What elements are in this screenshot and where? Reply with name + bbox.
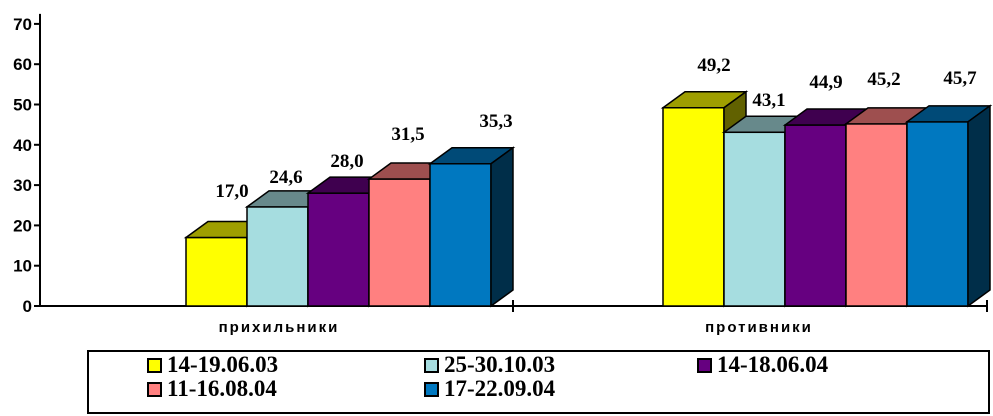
bar-chart: 0 10 20 30 40 50 60 70 прихильники противники 17,0… (13, 13, 993, 336)
y-tick-label: 40 (13, 136, 32, 155)
bar-side (490, 146, 514, 308)
legend-label: 25-30.10.03 (444, 352, 556, 377)
bar (246, 206, 309, 307)
data-label: 43,1 (752, 90, 785, 111)
legend-label: 14-19.06.03 (167, 352, 279, 377)
bar (368, 178, 431, 307)
y-tick-label: 0 (23, 297, 32, 316)
bar (662, 106, 725, 307)
legend-item: 14-18.06.04 (697, 353, 828, 377)
legend: 14-19.06.03 25-30.10.03 14-18.06.04 11-16.0… (87, 350, 990, 414)
bar (784, 124, 847, 307)
data-label: 17,0 (215, 181, 248, 202)
legend-item: 25-30.10.03 (424, 353, 555, 377)
x-category-label: противники (705, 319, 813, 336)
y-tick-label: 50 (13, 96, 32, 115)
legend-item: 11-16.08.04 (147, 377, 277, 401)
bar (906, 121, 969, 307)
data-label: 45,2 (867, 69, 900, 90)
legend-label: 14-18.06.04 (717, 352, 829, 377)
data-label: 45,7 (943, 68, 977, 89)
legend-item: 17-22.09.04 (424, 377, 555, 401)
x-category-label: прихильники (219, 319, 340, 336)
bar-side (967, 104, 991, 308)
bar (307, 192, 370, 307)
legend-swatch (697, 357, 712, 373)
bar (723, 131, 786, 307)
legend-swatch (424, 357, 439, 373)
legend-label: 17-22.09.04 (444, 376, 556, 401)
y-tick-label: 60 (13, 55, 32, 74)
data-label: 24,6 (269, 167, 302, 188)
bar (429, 162, 492, 307)
bar (845, 123, 908, 307)
data-label: 44,9 (809, 72, 842, 93)
legend-swatch (147, 357, 162, 373)
y-tick-label: 30 (13, 176, 32, 195)
bar (185, 236, 248, 307)
legend-swatch (424, 381, 439, 397)
data-label: 28,0 (330, 151, 363, 172)
y-tick-label: 70 (13, 15, 32, 34)
legend-label: 11-16.08.04 (167, 376, 277, 401)
legend-swatch (147, 381, 162, 397)
data-label: 35,3 (479, 111, 512, 132)
y-tick-label: 20 (13, 216, 32, 235)
data-label: 31,5 (391, 124, 424, 145)
legend-item: 14-19.06.03 (147, 353, 278, 377)
data-label: 49,2 (697, 55, 730, 76)
y-tick-label: 10 (13, 257, 32, 276)
